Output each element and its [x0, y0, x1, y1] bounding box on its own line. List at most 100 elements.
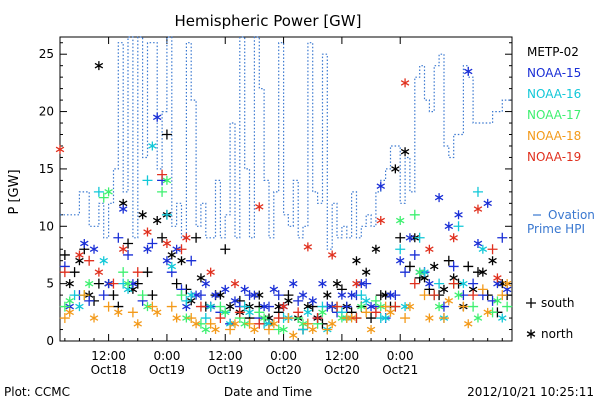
noaa-18-south-point [477, 284, 488, 295]
y-tick-label: 0 [46, 334, 54, 348]
metp-02-north-point [488, 256, 497, 266]
noaa-18-north-point [444, 296, 454, 306]
noaa-15-north-point [118, 204, 128, 214]
noaa-18-south-point [263, 324, 274, 335]
noaa-15-north-point [473, 238, 483, 248]
metp-02-south-point [366, 313, 377, 324]
noaa-15-north-point [201, 279, 211, 289]
metp-02-north-point [152, 216, 162, 226]
y-tick-label: 25 [39, 47, 54, 61]
metp-02-south-point [142, 267, 153, 278]
noaa-16-south-point [414, 232, 425, 243]
noaa-15-south-point [98, 290, 109, 301]
noaa-18-north-point [250, 325, 259, 335]
noaa-19-north-point [279, 302, 288, 312]
noaa-15-north-point [289, 279, 298, 289]
noaa-17-north-point [493, 296, 502, 306]
legend-item-noaa-15: NOAA-15 [527, 66, 581, 80]
noaa-15-south-point [390, 290, 401, 301]
metp-02-south-point [472, 267, 483, 278]
metp-02-north-point [429, 261, 439, 271]
noaa-16-north-point [459, 279, 468, 289]
noaa-16-south-point [453, 221, 464, 232]
noaa-15-north-point [337, 290, 347, 300]
noaa-19-north-point [206, 267, 215, 277]
legend-item-noaa-17: NOAA-17 [527, 108, 581, 122]
plot-area [59, 36, 513, 342]
noaa-15-north-point [347, 290, 356, 300]
noaa-19-north-point [55, 144, 65, 154]
noaa-16-north-point [148, 141, 157, 151]
metp-02-south-point [161, 129, 172, 140]
noaa-16-south-point [375, 313, 386, 324]
noaa-18-north-point [114, 307, 123, 317]
noaa-15-south-point [263, 301, 274, 312]
noaa-19-north-point [182, 233, 191, 243]
noaa-18-south-point [400, 313, 411, 324]
noaa-17-north-point [84, 279, 94, 289]
noaa-17-south-point [409, 209, 420, 220]
x-tick-label-time: 0:00 [387, 349, 414, 363]
noaa-18-south-point [438, 313, 449, 324]
noaa-15-north-point [434, 193, 444, 203]
noaa-15-south-point [341, 301, 352, 312]
metp-02-south-point [59, 249, 70, 260]
noaa-19-north-point [118, 244, 128, 254]
noaa-19-north-point [376, 216, 386, 226]
noaa-19-south-point [351, 313, 362, 324]
noaa-15-north-point [376, 181, 386, 191]
noaa-17-south-point [468, 301, 479, 312]
metp-02-south-point [108, 290, 119, 301]
noaa-17-north-point [259, 313, 269, 323]
noaa-17-south-point [487, 307, 498, 318]
noaa-15-south-point [244, 290, 255, 301]
noaa-18-north-point [308, 325, 317, 335]
noaa-17-south-point [502, 301, 513, 312]
noaa-15-south-point [409, 249, 420, 260]
metp-02-south-point [375, 290, 386, 301]
metp-02-south-point [191, 232, 202, 243]
noaa-15-south-point [273, 290, 284, 301]
noaa-19-north-point [449, 233, 458, 243]
noaa-15-north-point [366, 302, 376, 312]
noaa-18-south-point [419, 290, 430, 301]
noaa-15-north-point [386, 290, 395, 300]
noaa-18-north-point [483, 307, 492, 317]
noaa-19-north-point [303, 242, 313, 252]
noaa-15-north-point [211, 290, 220, 300]
noaa-19-south-point [332, 301, 343, 312]
noaa-15-south-point [497, 232, 508, 243]
noaa-17-north-point [318, 307, 327, 317]
noaa-17-north-point [434, 302, 444, 312]
noaa-15-south-point [458, 290, 469, 301]
x-tick-label-date: Oct21 [382, 363, 418, 377]
x-tick-label-time: 0:00 [153, 349, 180, 363]
noaa-17-south-point [137, 290, 148, 301]
noaa-19-south-point [254, 318, 265, 329]
noaa-16-north-point [186, 290, 196, 300]
noaa-18-south-point [79, 290, 90, 301]
noaa-15-north-point [259, 302, 269, 312]
noaa-15-south-point [400, 267, 411, 278]
noaa-15-south-point [438, 301, 449, 312]
noaa-19-north-point [75, 250, 84, 260]
noaa-18-north-point [65, 307, 74, 317]
noaa-16-south-point [434, 278, 445, 289]
noaa-18-north-point [464, 319, 473, 329]
noaa-19-south-point [59, 267, 70, 278]
noaa-16-south-point [472, 186, 483, 197]
noaa-17-south-point [118, 267, 129, 278]
legend-ovation-label-1: Ovation [548, 208, 595, 222]
metp-02-south-point [147, 290, 158, 301]
metp-02-south-point [69, 267, 80, 278]
noaa-15-south-point [361, 278, 372, 289]
noaa-18-south-point [103, 301, 114, 312]
noaa-19-south-point [215, 313, 226, 324]
x-tick-label-date: Oct20 [324, 363, 360, 377]
x-tick-label-date: Oct20 [266, 363, 302, 377]
noaa-15-north-point [444, 221, 454, 231]
noaa-15-south-point [186, 255, 197, 266]
noaa-17-south-point [195, 318, 206, 329]
metp-02-north-point [177, 256, 186, 266]
